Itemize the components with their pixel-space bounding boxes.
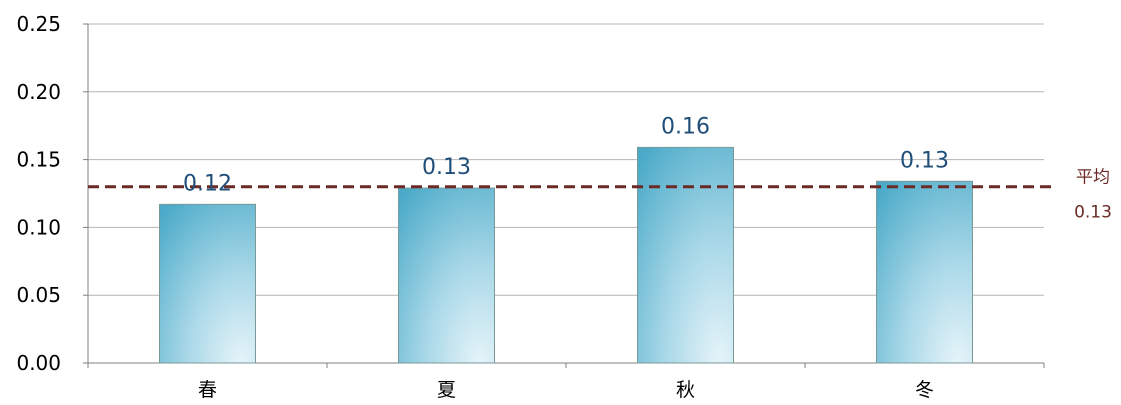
data-label: 0.12: [183, 171, 232, 196]
y-tick-label: 0.15: [16, 148, 61, 172]
data-label: 0.16: [661, 114, 710, 139]
data-label: 0.13: [900, 148, 949, 173]
bar-4: [876, 180, 973, 364]
average-label: 平均: [1076, 168, 1110, 188]
average-value-label: 0.13: [1074, 203, 1112, 223]
y-tick-label: 0.05: [16, 283, 61, 307]
y-tick-label: 0.20: [16, 80, 61, 104]
x-tick-label: 夏: [437, 379, 456, 401]
x-tick-label: 春: [198, 379, 217, 401]
bar-2: [398, 187, 495, 364]
bar-3: [637, 146, 734, 364]
x-tick-label: 冬: [915, 379, 934, 401]
labels: 0.00 0.05 0.10 0.15 0.20 0.25 0.12 春 0.13 夏 0.16 秋 0…: [16, 12, 1111, 401]
y-tick-label: 0.25: [16, 12, 61, 36]
x-tick-label: 秋: [676, 379, 695, 401]
y-tick-label: 0.10: [16, 215, 61, 239]
data-label: 0.13: [422, 155, 471, 180]
bars: [159, 146, 973, 364]
y-tick-label: 0.00: [16, 351, 61, 375]
bar-1: [159, 203, 256, 364]
